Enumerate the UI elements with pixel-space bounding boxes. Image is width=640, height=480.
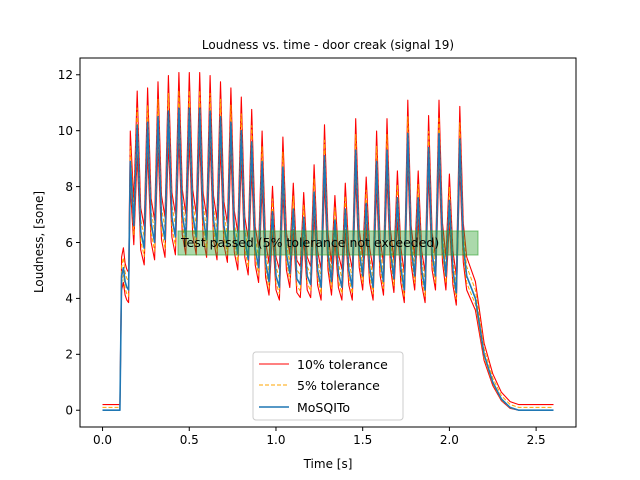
y-tick-label: 8 <box>65 180 73 194</box>
mosqito-line <box>102 107 554 411</box>
legend-label-5-tolerance: 5% tolerance <box>297 378 380 393</box>
x-tick-label: 1.0 <box>266 433 285 447</box>
chart-title: Loudness vs. time - door creak (signal 1… <box>202 38 454 52</box>
y-tick-label: 10 <box>58 124 73 138</box>
x-tick-label: 2.5 <box>527 433 546 447</box>
legend-frame <box>252 351 404 421</box>
y-tick-label: 2 <box>65 348 73 362</box>
y-tick-label: 0 <box>65 404 73 418</box>
series-layer <box>102 71 554 411</box>
legend-label-mosqito: MoSQITo <box>297 400 350 415</box>
x-tick-label: 0.0 <box>93 433 112 447</box>
annotation-text: Test passed (5% tolerance not exceeded) <box>180 235 439 250</box>
x-axis-ticks: 0.0 0.5 1.0 1.5 2.0 2.5 <box>93 427 546 447</box>
legend-label-10-tolerance: 10% tolerance <box>297 357 388 372</box>
y-axis-ticks: 0 2 4 6 8 10 12 <box>58 68 80 418</box>
annotation-background <box>177 230 479 256</box>
y-tick-label: 6 <box>65 236 73 250</box>
x-tick-label: 1.5 <box>353 433 372 447</box>
legend: 10% tolerance 5% tolerance MoSQITo <box>252 351 404 421</box>
x-tick-label: 2.0 <box>440 433 459 447</box>
y-tick-label: 4 <box>65 292 73 306</box>
x-axis-label: Time [s] <box>303 457 353 471</box>
plot-frame <box>79 57 577 428</box>
y-axis-label: Loudness, [sone] <box>32 191 46 293</box>
annotation-box: Test passed (5% tolerance not exceeded) <box>177 230 479 256</box>
y-tick-label: 12 <box>58 68 73 82</box>
x-tick-label: 0.5 <box>180 433 199 447</box>
